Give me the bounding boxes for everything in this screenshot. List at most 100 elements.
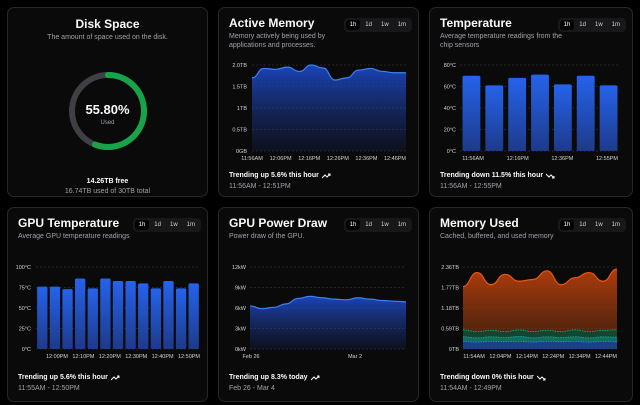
gauge-fill	[69, 72, 147, 150]
x-tick-label: 12:26PM	[327, 156, 349, 162]
y-tick-label: 20°C	[444, 128, 456, 134]
time-range-selector: 1h 1d 1w 1m	[557, 218, 626, 232]
y-tick-label: 40°C	[444, 106, 456, 112]
trend-text: Trending up 8.3% today	[229, 374, 308, 381]
x-tick-label: 12:46PM	[384, 156, 406, 162]
card-title: GPU Power Draw	[229, 216, 328, 230]
x-tick-label: 12:20PM	[99, 354, 121, 360]
y-tick-label: 9kW	[235, 286, 247, 292]
range-1m[interactable]: 1m	[397, 222, 406, 228]
range-1h[interactable]: 1h	[345, 20, 361, 30]
range-1d[interactable]: 1d	[579, 22, 586, 28]
period-text: 11:56AM - 12:55PM	[440, 183, 502, 190]
y-tick-label: 60°C	[444, 85, 456, 91]
temperature-chart: 80°C 60°C 40°C 20°C 0°C 11:56AM 12:16PM 12:36PM…	[444, 63, 620, 162]
area-fill	[463, 269, 617, 349]
series-line	[462, 268, 618, 288]
period-text: 11:54AM - 12:49PM	[440, 385, 502, 392]
trend-down-icon	[536, 375, 546, 380]
series-line	[251, 64, 406, 81]
trend-row: Trending down 0% this hour	[440, 374, 546, 381]
range-1h[interactable]: 1h	[559, 220, 575, 230]
range-1m[interactable]: 1m	[186, 222, 195, 228]
disk-used-label: Used	[100, 120, 115, 126]
card-description: Power draw of the GPU.	[229, 233, 305, 240]
bar	[74, 278, 86, 349]
series-line	[462, 336, 618, 339]
range-1d[interactable]: 1d	[365, 22, 372, 28]
trend-row: Trending up 5.6% this hour	[18, 374, 120, 381]
y-tick-label: 50°C	[19, 306, 31, 312]
x-tick-label: 12:40PM	[152, 354, 174, 360]
y-tick-label: 1.77TB	[441, 286, 459, 292]
x-tick-label: 12:16PM	[298, 156, 320, 162]
card-title: GPU Temperature	[18, 216, 120, 230]
x-tick-label: 12:16PM	[507, 156, 529, 162]
time-range-selector: 1h 1d 1w 1m	[132, 218, 201, 232]
bar	[125, 280, 136, 349]
y-tick-label: 25°C	[19, 327, 31, 333]
bar	[462, 75, 481, 151]
bar	[599, 85, 618, 151]
card-title: Disk Space	[75, 17, 140, 31]
card-description: Average temperature readings from the ch…	[440, 33, 563, 49]
trend-text: Trending up 5.6% this hour	[18, 374, 108, 381]
time-range-selector: 1h 1d 1w 1m	[343, 18, 412, 32]
range-1w[interactable]: 1w	[169, 222, 178, 228]
range-1d[interactable]: 1d	[579, 222, 586, 228]
y-tick-label: 3kW	[235, 327, 247, 333]
x-tick-label: 11:56AM	[241, 156, 263, 162]
card-description: Cached, buffered, and used memory	[440, 233, 554, 240]
range-1h[interactable]: 1h	[134, 220, 150, 230]
area-fill	[252, 65, 406, 151]
x-tick-label: 12:30PM	[125, 354, 147, 360]
area-fill	[250, 296, 406, 349]
x-tick-label: 11:54AM	[463, 354, 485, 360]
y-tick-label: 2.36TB	[441, 265, 459, 271]
range-1w[interactable]: 1w	[380, 22, 389, 28]
disk-space-card: Disk Space The amount of space used on t…	[7, 7, 208, 197]
time-range-selector: 1h 1d 1w 1m	[557, 18, 626, 32]
trend-down-icon	[546, 173, 555, 178]
range-1d[interactable]: 1d	[365, 222, 372, 228]
trend-text: Trending up 5.6% this hour	[229, 172, 319, 179]
time-range-selector: 1h 1d 1w 1m	[343, 218, 412, 232]
range-1w[interactable]: 1w	[594, 222, 603, 228]
y-tick-label: 1.18TB	[441, 306, 459, 312]
x-tick-label: 12:00PM	[46, 354, 68, 360]
area-fill	[463, 341, 617, 349]
y-tick-label: 0°C	[22, 347, 31, 353]
range-1h[interactable]: 1h	[345, 220, 361, 230]
x-tick-label: 12:44PM	[595, 354, 617, 360]
disk-free: 14.26TB free	[86, 178, 129, 185]
disk-total: 16.74TB used of 30TB total	[64, 188, 151, 195]
range-1d[interactable]: 1d	[154, 222, 161, 228]
trend-text: Trending down 11.5% this hour	[440, 172, 544, 179]
x-tick-label: 12:10PM	[72, 354, 94, 360]
series-line	[462, 329, 618, 333]
range-1m[interactable]: 1m	[397, 22, 406, 28]
y-tick-label: 0kW	[235, 347, 247, 353]
trend-text: Trending down 0% this hour	[440, 374, 534, 381]
period-text: 11:55AM - 12:50PM	[18, 385, 80, 392]
y-tick-label: 1.5TB	[232, 85, 247, 91]
disk-percent: 55.80%	[85, 102, 130, 117]
trend-up-icon	[321, 173, 331, 178]
range-1m[interactable]: 1m	[611, 222, 620, 228]
range-1h[interactable]: 1h	[559, 20, 575, 30]
range-1w[interactable]: 1w	[380, 222, 389, 228]
card-title: Temperature	[440, 16, 512, 30]
y-tick-label: 100°C	[16, 265, 31, 271]
gpu-temperature-card: GPU Temperature Average GPU temperature …	[7, 207, 208, 402]
y-tick-label: 0°C	[447, 149, 456, 155]
bar	[150, 288, 162, 349]
card-description: Memory actively being used by applicatio…	[229, 33, 326, 49]
range-1w[interactable]: 1w	[594, 22, 603, 28]
card-title: Active Memory	[229, 16, 315, 30]
range-1m[interactable]: 1m	[611, 22, 620, 28]
card-description: Average GPU temperature readings	[18, 233, 130, 240]
bar	[163, 280, 174, 349]
y-tick-label: 0.5TB	[232, 128, 247, 134]
bar	[37, 286, 48, 349]
